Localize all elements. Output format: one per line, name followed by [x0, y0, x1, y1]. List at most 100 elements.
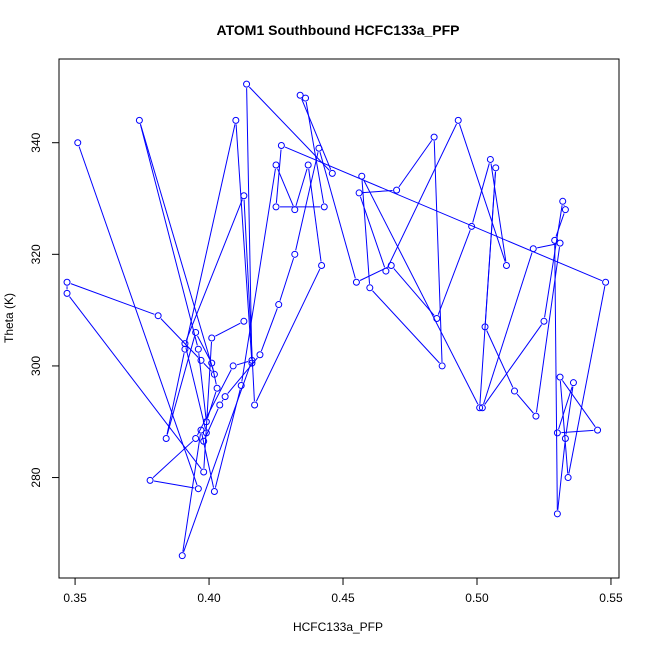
data-point: [178, 552, 186, 560]
series-segment: [301, 98, 332, 170]
series-segment: [198, 353, 207, 418]
series-segment: [305, 101, 325, 204]
data-point: [355, 189, 363, 197]
data-point: [74, 139, 82, 147]
x-tick-label: 0.40: [197, 591, 221, 605]
data-point: [486, 155, 494, 163]
data-point: [564, 474, 572, 482]
x-axis: 0.35 0.40 0.45 0.50 0.55: [63, 577, 623, 605]
series-segment: [153, 480, 195, 489]
series-segment: [139, 124, 198, 346]
data-point: [210, 370, 218, 378]
x-tick-label: 0.35: [63, 591, 87, 605]
series-segment: [561, 380, 596, 428]
data-point: [315, 144, 323, 152]
series-segment: [243, 199, 255, 402]
series-segment: [69, 296, 202, 470]
series-segment: [203, 341, 212, 469]
series-segment: [70, 283, 155, 315]
data-point: [559, 197, 567, 205]
series-segment: [568, 286, 606, 474]
series-segment: [197, 369, 232, 436]
data-point: [304, 161, 312, 169]
data-point: [556, 239, 564, 247]
series-segment: [363, 179, 479, 405]
data-point: [213, 384, 221, 392]
data-point: [210, 488, 218, 495]
data-point: [248, 356, 256, 364]
data-point: [556, 373, 564, 381]
data-point: [202, 429, 210, 437]
data-point: [529, 245, 537, 253]
data-point: [291, 250, 299, 258]
y-tick-label: 320: [29, 244, 43, 264]
data-point: [229, 362, 237, 370]
data-point: [320, 203, 328, 211]
data-point: [382, 267, 390, 275]
series-segment: [565, 386, 574, 435]
series-segment: [260, 308, 278, 352]
data-point: [135, 116, 143, 124]
data-point: [277, 142, 285, 149]
series-segment: [185, 124, 236, 346]
series-segment: [361, 180, 371, 284]
data-point: [194, 485, 202, 493]
series-segment: [319, 152, 356, 279]
series-segment: [221, 399, 224, 402]
data-point: [63, 289, 71, 297]
series-segment: [236, 361, 249, 366]
data-point: [275, 301, 283, 309]
series-segment: [558, 386, 573, 430]
series-segment: [241, 168, 276, 382]
series-segment: [483, 252, 533, 405]
series-segment: [484, 171, 496, 323]
series-segment: [554, 244, 558, 510]
data-point: [192, 434, 200, 442]
data-point: [200, 468, 208, 476]
series-segment: [203, 362, 212, 372]
data-point: [358, 172, 366, 180]
data-point: [291, 206, 299, 214]
series-segment: [472, 163, 490, 223]
y-axis-label: Theta (K): [2, 293, 16, 343]
data-point: [302, 94, 310, 102]
data-point: [256, 351, 264, 359]
data-point: [553, 510, 561, 518]
series-segment: [437, 229, 471, 315]
y-tick-label: 340: [29, 132, 43, 152]
y-tick-label: 300: [29, 356, 43, 376]
series-segment: [295, 152, 319, 251]
data-point: [561, 434, 569, 442]
series-segment: [166, 336, 196, 435]
data-point: [251, 401, 259, 409]
series-segment: [215, 322, 241, 337]
series-segment: [484, 324, 543, 405]
data-point: [197, 356, 205, 364]
data-point: [272, 203, 280, 211]
data-point: [318, 261, 326, 269]
data-point: [192, 328, 200, 336]
series-segment: [201, 433, 215, 488]
data-point: [594, 426, 602, 434]
series-layer: [63, 80, 610, 560]
data-point: [433, 315, 441, 322]
series-segment: [235, 124, 253, 360]
data-point: [200, 437, 208, 445]
data-point: [208, 359, 216, 367]
series-segment: [182, 433, 201, 552]
data-point: [561, 206, 569, 214]
series-segment: [535, 247, 560, 413]
data-point: [476, 404, 484, 412]
data-point: [154, 312, 162, 320]
x-tick-label: 0.55: [599, 591, 623, 605]
series-segment: [248, 86, 330, 171]
series-segment: [544, 205, 563, 318]
data-point: [197, 426, 205, 434]
chart-title: ATOM1 Southbound HCFC133a_PFP: [217, 22, 460, 38]
data-point: [393, 186, 401, 194]
data-point: [387, 261, 395, 269]
data-point: [243, 80, 251, 88]
series-segment: [490, 163, 507, 262]
series-segment: [459, 124, 506, 262]
